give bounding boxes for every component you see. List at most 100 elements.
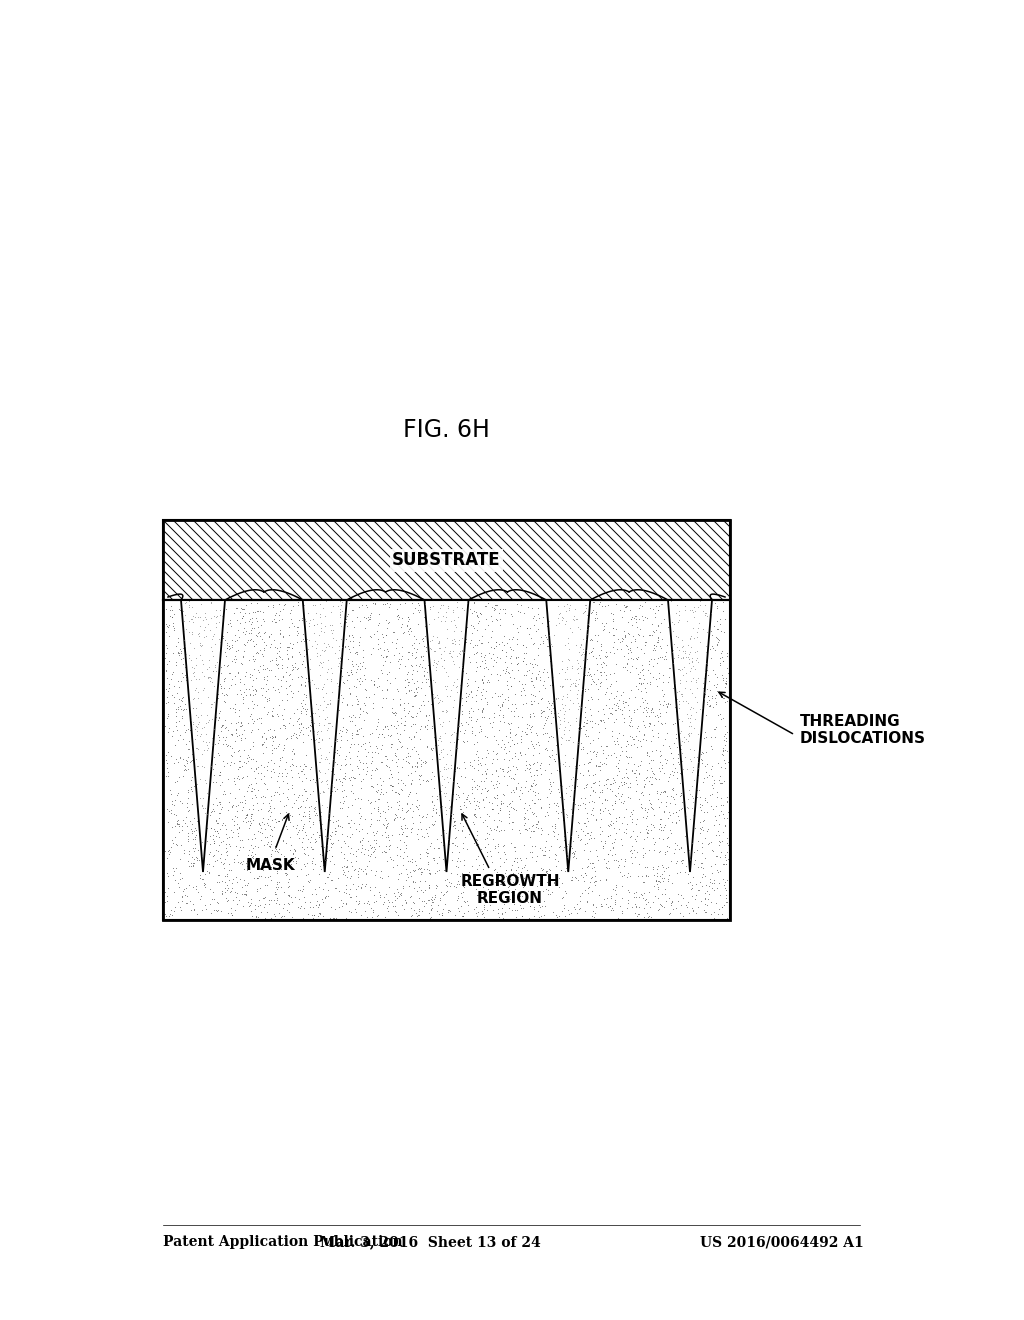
Point bbox=[413, 755, 429, 776]
Point bbox=[544, 741, 560, 762]
Point bbox=[443, 744, 460, 766]
Point bbox=[185, 735, 202, 756]
Point bbox=[426, 640, 442, 661]
Point bbox=[665, 652, 681, 673]
Point bbox=[546, 611, 562, 632]
Point bbox=[187, 738, 204, 759]
Point bbox=[206, 764, 222, 785]
Point bbox=[198, 774, 214, 795]
Point bbox=[616, 620, 633, 642]
Point bbox=[214, 715, 230, 737]
Point bbox=[255, 733, 271, 754]
Point bbox=[205, 660, 221, 681]
Point bbox=[417, 684, 433, 705]
Point bbox=[272, 632, 289, 653]
Point bbox=[336, 610, 352, 631]
Point bbox=[258, 727, 274, 748]
Point bbox=[488, 609, 505, 630]
Point bbox=[438, 779, 455, 800]
Point bbox=[502, 888, 518, 909]
Point bbox=[202, 659, 218, 680]
Point bbox=[656, 801, 673, 822]
Point bbox=[629, 616, 645, 638]
Point bbox=[431, 656, 447, 677]
Point bbox=[532, 818, 549, 840]
Point bbox=[646, 622, 663, 643]
Point bbox=[657, 857, 674, 878]
Point bbox=[504, 791, 520, 812]
Point bbox=[455, 593, 471, 614]
Point bbox=[579, 619, 595, 640]
Point bbox=[342, 865, 358, 886]
Point bbox=[605, 603, 622, 624]
Point bbox=[702, 694, 719, 715]
Point bbox=[583, 748, 599, 770]
Point bbox=[553, 783, 569, 804]
Point bbox=[441, 791, 458, 812]
Point bbox=[372, 783, 388, 804]
Point bbox=[177, 667, 194, 688]
Point bbox=[226, 698, 243, 719]
Point bbox=[180, 875, 197, 896]
Point bbox=[582, 871, 598, 892]
Point bbox=[523, 715, 540, 737]
Point bbox=[536, 659, 552, 680]
Point bbox=[240, 698, 256, 719]
Point bbox=[366, 675, 382, 696]
Point bbox=[400, 648, 417, 669]
Point bbox=[458, 663, 474, 684]
Point bbox=[685, 622, 701, 643]
Point bbox=[215, 626, 231, 647]
Point bbox=[282, 869, 298, 890]
Point bbox=[181, 622, 198, 643]
Point bbox=[441, 800, 458, 821]
Point bbox=[512, 602, 528, 623]
Point bbox=[205, 771, 221, 792]
Point bbox=[169, 719, 185, 741]
Point bbox=[323, 636, 339, 657]
Point bbox=[205, 622, 221, 643]
Point bbox=[557, 818, 573, 840]
Point bbox=[542, 774, 558, 795]
Point bbox=[660, 837, 677, 858]
Point bbox=[302, 661, 318, 682]
Point bbox=[312, 620, 329, 642]
Point bbox=[300, 903, 316, 924]
Point bbox=[649, 899, 666, 920]
Point bbox=[614, 628, 631, 649]
Point bbox=[455, 906, 471, 927]
Point bbox=[643, 614, 659, 635]
Point bbox=[503, 858, 519, 879]
Point bbox=[322, 809, 338, 830]
Point bbox=[343, 706, 359, 727]
Point bbox=[591, 755, 607, 776]
Point bbox=[389, 651, 406, 672]
Point bbox=[698, 655, 715, 676]
Point bbox=[596, 888, 612, 909]
Point bbox=[305, 847, 322, 869]
Point bbox=[551, 612, 567, 634]
Point bbox=[229, 845, 246, 866]
Point bbox=[715, 739, 731, 760]
Point bbox=[390, 869, 407, 890]
Point bbox=[492, 800, 508, 821]
Point bbox=[523, 816, 540, 837]
Point bbox=[193, 784, 209, 805]
Point bbox=[221, 833, 238, 854]
Point bbox=[310, 731, 327, 752]
Point bbox=[295, 651, 311, 672]
Point bbox=[456, 643, 472, 664]
Point bbox=[713, 704, 729, 725]
Point bbox=[187, 655, 204, 676]
Point bbox=[174, 599, 190, 620]
Point bbox=[427, 685, 443, 706]
Point bbox=[341, 678, 357, 700]
Point bbox=[370, 668, 386, 689]
Point bbox=[523, 690, 540, 711]
Point bbox=[178, 599, 195, 620]
Point bbox=[409, 655, 425, 676]
Point bbox=[472, 643, 488, 664]
Point bbox=[671, 631, 687, 652]
Point bbox=[484, 799, 501, 820]
Point bbox=[445, 812, 462, 833]
